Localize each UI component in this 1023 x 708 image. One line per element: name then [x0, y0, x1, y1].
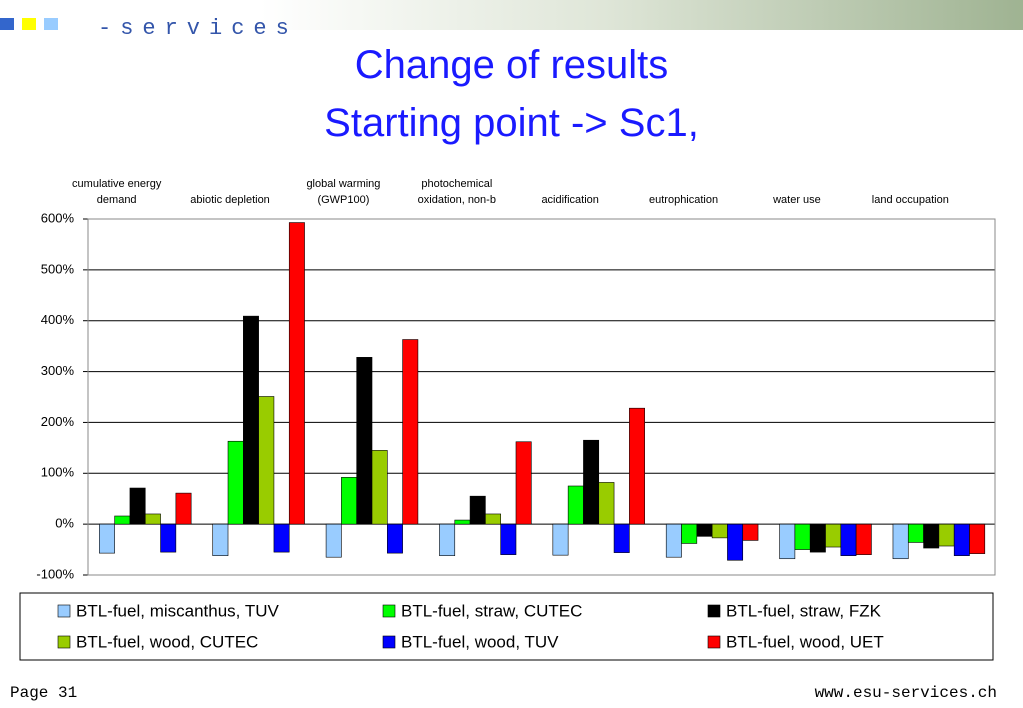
category-label: global warming (GWP100)	[306, 178, 381, 206]
legend-swatch	[707, 604, 721, 618]
category-label: cumulative energy demand	[72, 178, 162, 206]
category-label: photochemical oxidation, non-b	[417, 178, 496, 206]
bar	[129, 487, 146, 525]
bar	[583, 439, 600, 525]
bar	[99, 523, 115, 554]
legend-swatch	[57, 635, 71, 649]
bar	[907, 523, 924, 543]
bar	[953, 523, 970, 556]
bar	[144, 513, 161, 525]
bar	[923, 523, 940, 549]
page-number: Page 31	[10, 684, 78, 702]
plot-border	[87, 218, 996, 576]
bar	[825, 523, 842, 548]
bar	[665, 523, 682, 558]
bar	[341, 477, 357, 525]
legend-label: BTL-fuel, miscanthus, TUV	[76, 601, 279, 620]
bar	[629, 407, 645, 525]
bar	[160, 523, 177, 553]
category-label: acidification	[541, 194, 599, 206]
bar	[175, 492, 192, 525]
bar	[227, 440, 244, 525]
category-label: eutrophication	[649, 194, 719, 206]
y-tick-label: 500%	[41, 261, 75, 276]
legend-box	[19, 592, 994, 661]
bar	[515, 441, 532, 525]
bar	[273, 523, 290, 553]
logo-block	[0, 18, 14, 30]
y-tick-label: 0%	[55, 516, 74, 531]
category-label: land occupation	[871, 194, 949, 206]
website: www.esu-services.ch	[814, 684, 997, 702]
bar	[552, 523, 569, 556]
bar	[938, 523, 955, 547]
legend-label: BTL-fuel, wood, TUV	[401, 632, 559, 651]
bar	[969, 523, 986, 554]
bar	[727, 523, 744, 561]
bar	[288, 222, 305, 525]
bar	[469, 495, 486, 525]
legend-swatch	[57, 604, 71, 618]
bar	[779, 523, 796, 560]
bar	[439, 523, 456, 556]
bar	[855, 523, 872, 555]
bar	[613, 523, 630, 553]
bar	[387, 523, 403, 554]
bar	[681, 523, 698, 544]
bar	[809, 523, 826, 553]
bar	[485, 513, 501, 525]
bar	[454, 519, 471, 525]
y-tick-label: -100%	[36, 566, 74, 581]
y-tick-label: 600%	[41, 210, 75, 225]
y-tick-label: 300%	[41, 363, 75, 378]
bar	[794, 523, 811, 550]
header-banner	[260, 0, 1023, 30]
bar	[212, 523, 229, 556]
bar	[325, 523, 342, 558]
category-label: water use	[773, 194, 821, 206]
legend-swatch	[382, 635, 396, 649]
bar	[696, 523, 713, 537]
bar	[243, 315, 259, 525]
legend-label: BTL-fuel, wood, UET	[726, 632, 884, 651]
bar	[742, 523, 759, 541]
subtitle: Starting point -> Sc1,	[324, 101, 699, 145]
bar	[402, 339, 419, 525]
title: Change of results	[354, 43, 669, 87]
legend-label: BTL-fuel, wood, CUTEC	[76, 632, 258, 651]
y-tick-label: 200%	[41, 414, 75, 429]
category-label: abiotic depletion	[190, 194, 270, 206]
bar	[258, 396, 275, 525]
logo-block	[44, 18, 58, 30]
bar	[500, 523, 517, 555]
legend-swatch	[382, 604, 396, 618]
bar	[371, 450, 388, 525]
bar	[356, 357, 373, 525]
legend-swatch	[707, 635, 721, 649]
bar	[598, 482, 615, 525]
bar	[892, 523, 909, 560]
bar	[567, 485, 584, 525]
y-tick-label: 400%	[41, 312, 75, 327]
logo-block	[22, 18, 36, 30]
bar	[711, 523, 728, 539]
legend-label: BTL-fuel, straw, CUTEC	[401, 601, 582, 620]
y-tick-label: 100%	[41, 465, 75, 480]
legend-label: BTL-fuel, straw, FZK	[726, 601, 882, 620]
bar	[114, 515, 131, 525]
logo-text: -services	[98, 16, 298, 41]
bar	[840, 523, 857, 556]
